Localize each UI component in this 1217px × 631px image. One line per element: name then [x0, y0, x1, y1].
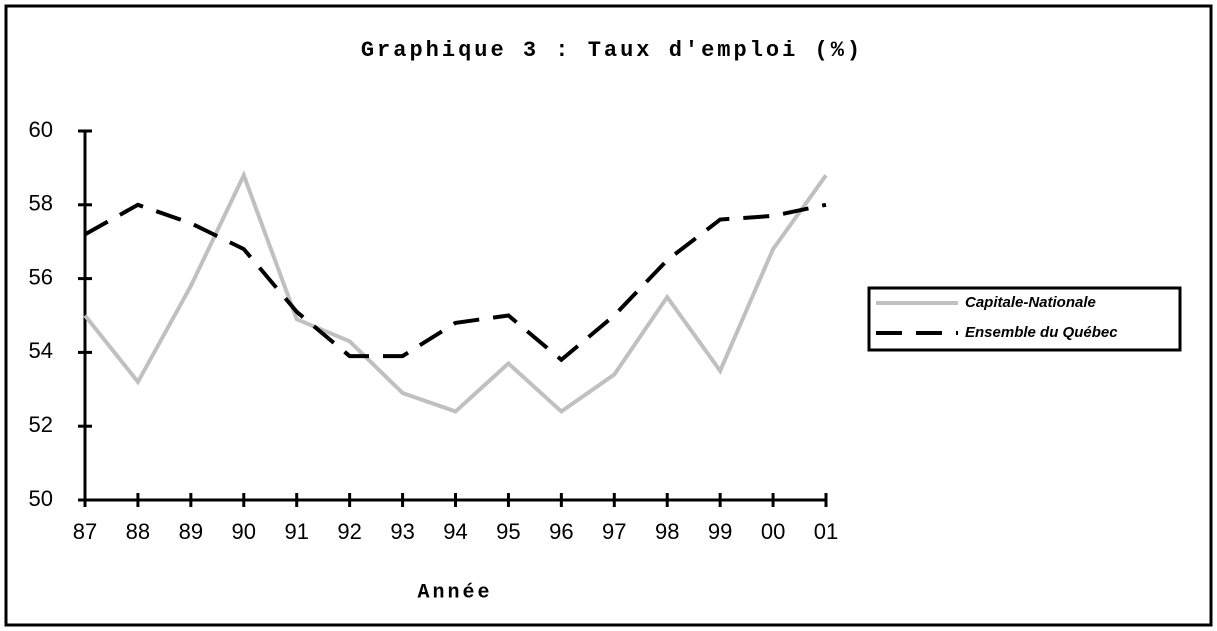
x-tick-label: 91 — [284, 519, 308, 544]
y-tick-label: 58 — [29, 191, 53, 216]
x-tick-label: 92 — [337, 519, 361, 544]
legend-label: Ensemble du Québec — [965, 324, 1118, 341]
y-tick-label: 60 — [29, 117, 53, 142]
x-tick-label: 95 — [496, 519, 520, 544]
x-tick-label: 94 — [443, 519, 467, 544]
series-line — [84, 202, 827, 363]
y-tick-label: 56 — [29, 264, 53, 289]
x-tick-label: 87 — [73, 519, 97, 544]
y-tick-label: 52 — [29, 412, 53, 437]
x-tick-label: 97 — [602, 519, 626, 544]
y-tick-label: 54 — [29, 338, 53, 363]
legend-box — [867, 286, 1182, 352]
series-line — [83, 170, 828, 414]
x-tick-label: 89 — [179, 519, 203, 544]
x-tick-label: 00 — [761, 519, 785, 544]
chart-title: Graphique 3 : Taux d'emploi (%) — [361, 38, 863, 63]
x-tick-label: 01 — [814, 519, 838, 544]
x-axis-label: Année — [417, 581, 492, 604]
x-tick-label: 90 — [232, 519, 256, 544]
x-tick-label: 96 — [549, 519, 573, 544]
x-tick-label: 93 — [390, 519, 414, 544]
legend-label: Capitale-Nationale — [965, 294, 1096, 311]
x-tick-label: 99 — [708, 519, 732, 544]
y-tick-label: 50 — [29, 486, 53, 511]
x-tick-label: 98 — [655, 519, 679, 544]
x-tick-label: 88 — [126, 519, 150, 544]
